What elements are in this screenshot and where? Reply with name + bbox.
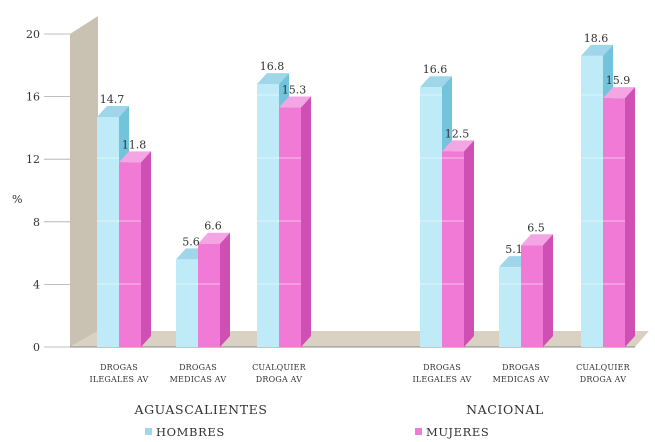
y-tick-label: 8	[33, 216, 40, 229]
category-label: CUALQUIER	[576, 363, 631, 372]
y-axis: 0 4 8 12 16 20	[26, 28, 70, 354]
bars	[97, 44, 635, 348]
legend: HOMBRES MUJERES	[145, 425, 489, 439]
bar-mujeres-6-value-label: 15.9	[606, 74, 631, 87]
value-labels: 14.7 11.8 5.6 6.6 16.8 15.3 16.6 12.5 5.1 6.5 18.6…	[100, 32, 631, 256]
chart-frame	[70, 16, 649, 348]
bar-mujeres-2-value-label: 6.6	[204, 220, 222, 233]
bar-hombres-6-top	[581, 44, 613, 56]
category-label: MEDICAS AV	[493, 375, 550, 384]
category-label: CUALQUIER	[252, 363, 307, 372]
bar-mujeres-5-top	[521, 234, 553, 246]
bar-mujeres-3	[279, 96, 311, 348]
bar-mujeres-6-side	[625, 87, 635, 347]
bar-hombres-3-value-label: 16.8	[260, 60, 285, 73]
bar-mujeres-4-top	[442, 140, 474, 152]
category-label: DROGAS	[502, 363, 540, 372]
bar-mujeres-3-side	[301, 96, 311, 348]
y-axis-label: %	[12, 193, 22, 206]
bar-hombres-1-front	[97, 116, 119, 347]
bar-hombres-4-value-label: 16.6	[423, 63, 448, 76]
bar-mujeres-4-side	[464, 140, 474, 347]
bar-hombres-5-front	[499, 267, 521, 347]
bar-mujeres-5-value-label: 6.5	[527, 221, 545, 234]
bar-mujeres-1-top	[119, 151, 151, 163]
y-tick-label: 12	[26, 153, 40, 166]
legend-label-mujeres: MUJERES	[426, 425, 489, 439]
back-wall	[70, 16, 98, 347]
bar-mujeres-3-value-label: 15.3	[282, 84, 307, 97]
category-label: MEDICAS AV	[170, 375, 227, 384]
bar-hombres-2-front	[176, 259, 198, 347]
bar-mujeres-4-front	[442, 151, 464, 347]
category-label: ILEGALES AV	[89, 375, 148, 384]
bar-mujeres-6-front	[603, 98, 625, 347]
bar-mujeres-1-side	[141, 151, 151, 347]
bar-hombres-5-value-label: 5.1	[505, 243, 523, 256]
category-label: DROGA AV	[256, 375, 302, 384]
category-label: DROGAS	[179, 363, 217, 372]
bar-mujeres-2-top	[198, 232, 230, 244]
bar-mujeres-4-value-label: 12.5	[445, 127, 470, 140]
category-label: DROGA AV	[580, 375, 626, 384]
bar-hombres-6-front	[581, 55, 603, 347]
bar-mujeres-3-top	[279, 96, 311, 108]
bar-mujeres-2-side	[220, 232, 230, 347]
y-tick-label: 0	[33, 341, 40, 354]
bar-mujeres-1	[119, 151, 151, 347]
bar-mujeres-2	[198, 232, 230, 347]
legend-swatch-hombres	[145, 428, 152, 435]
category-label: ILEGALES AV	[412, 375, 471, 384]
bar-hombres-6-value-label: 18.6	[584, 32, 609, 45]
bar-mujeres-6-top	[603, 87, 635, 99]
bar-mujeres-1-front	[119, 162, 141, 347]
bar-mujeres-4	[442, 140, 474, 347]
legend-swatch-mujeres	[415, 428, 422, 435]
bar-hombres-3-front	[257, 84, 279, 347]
y-tick-label: 16	[26, 91, 40, 104]
group-labels: AGUASCALIENTES NACIONAL	[133, 402, 543, 417]
bar-mujeres-5	[521, 234, 553, 347]
chart-floor	[70, 331, 649, 347]
bar-mujeres-3-front	[279, 107, 301, 348]
bar-mujeres-2-front	[198, 243, 220, 347]
bar-mujeres-5-front	[521, 245, 543, 347]
category-label: DROGAS	[423, 363, 461, 372]
bar-hombres-1-value-label: 14.7	[100, 93, 125, 106]
y-tick-label: 20	[26, 28, 40, 41]
bar-hombres-1-top	[97, 105, 129, 117]
bar-hombres-2-value-label: 5.6	[182, 235, 200, 248]
bar-mujeres-5-side	[543, 234, 553, 347]
y-tick-label: 4	[33, 278, 40, 291]
category-labels: DROGAS ILEGALES AV DROGAS MEDICAS AV CUALQUI…	[89, 363, 630, 384]
category-label: DROGAS	[100, 363, 138, 372]
group-label: NACIONAL	[466, 402, 544, 417]
bar-mujeres-1-value-label: 11.8	[122, 138, 147, 151]
bar-hombres-3-top	[257, 73, 289, 85]
group-label: AGUASCALIENTES	[133, 402, 267, 417]
legend-label-hombres: HOMBRES	[156, 425, 225, 439]
bar-mujeres-6	[603, 87, 635, 347]
bar-hombres-4-front	[420, 87, 442, 348]
bar-hombres-4-top	[420, 76, 452, 88]
